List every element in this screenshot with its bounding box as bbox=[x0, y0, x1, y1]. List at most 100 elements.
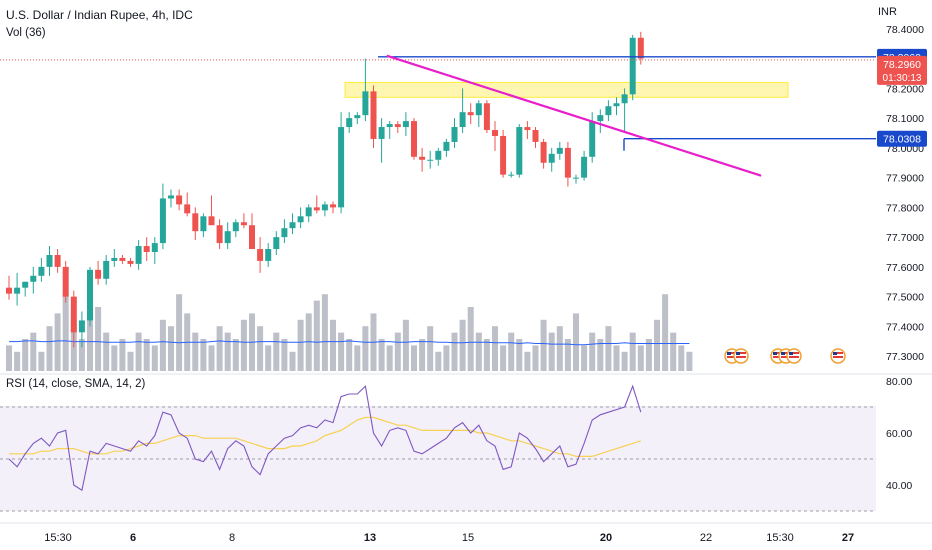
candle-body bbox=[532, 130, 539, 142]
time-tick-label: 8 bbox=[229, 532, 235, 544]
volume-bar bbox=[451, 332, 458, 371]
candle-body bbox=[516, 127, 523, 175]
candle-body bbox=[362, 91, 369, 116]
volume-bar bbox=[362, 326, 369, 371]
candle-body bbox=[564, 147, 571, 178]
rsi-tick-label: 40.00 bbox=[886, 480, 912, 492]
volume-bar bbox=[589, 332, 596, 371]
flag-stripe bbox=[781, 352, 791, 354]
volume-ma-polyline bbox=[9, 340, 690, 346]
price-tick-label: 77.5000 bbox=[886, 292, 924, 304]
candle-body bbox=[249, 225, 255, 250]
volume-bar bbox=[14, 351, 21, 371]
candle-body bbox=[492, 130, 498, 136]
chart-title[interactable]: U.S. Dollar / Indian Rupee, 4h, IDC bbox=[6, 8, 193, 22]
volume-bar bbox=[143, 339, 150, 371]
candle-body bbox=[467, 112, 474, 116]
candle-body bbox=[168, 195, 174, 199]
volume-bar bbox=[467, 307, 474, 371]
price-tick-label: 78.1000 bbox=[886, 113, 924, 125]
candle-body bbox=[38, 266, 45, 276]
candle-body bbox=[338, 127, 345, 208]
volume-bar bbox=[30, 332, 37, 371]
flag-stripe bbox=[833, 352, 843, 354]
economic-event-markers[interactable] bbox=[724, 348, 846, 364]
horizontal-levels[interactable] bbox=[0, 56, 876, 151]
volume-bar bbox=[597, 339, 604, 371]
volume-bar bbox=[508, 332, 515, 371]
volume-indicator-label[interactable]: Vol (36) bbox=[6, 27, 46, 39]
us-flag-icon bbox=[786, 348, 802, 364]
candle-body bbox=[297, 216, 304, 223]
candle-body bbox=[257, 249, 264, 261]
flag-canton bbox=[736, 352, 740, 355]
candle-body bbox=[370, 91, 377, 139]
candle-body bbox=[524, 127, 531, 131]
volume-bar bbox=[354, 345, 361, 371]
rsi-indicator-label[interactable]: RSI (14, close, SMA, 14, 2) bbox=[6, 378, 146, 390]
volume-bar bbox=[338, 332, 345, 371]
trendline[interactable] bbox=[386, 54, 762, 177]
volume-bar bbox=[22, 339, 29, 371]
price-tick-label: 78.4000 bbox=[886, 24, 924, 36]
countdown-badge-text: 01:30:13 bbox=[883, 73, 922, 84]
volume-bar bbox=[678, 345, 685, 371]
rsi-lines bbox=[0, 384, 876, 512]
last-price-badge-text: 78.2960 bbox=[883, 59, 921, 71]
candle-body bbox=[548, 153, 555, 163]
volume-bar bbox=[411, 345, 417, 371]
candle-body bbox=[30, 275, 37, 282]
candle-body bbox=[46, 254, 53, 267]
candle-body bbox=[589, 121, 596, 157]
flag-stripe bbox=[736, 352, 746, 354]
volume-bar bbox=[95, 307, 102, 371]
volume-bar bbox=[564, 339, 571, 371]
resistance-zone[interactable] bbox=[344, 81, 789, 98]
volume-bar bbox=[346, 339, 353, 371]
candle-body bbox=[613, 103, 620, 107]
rsi-tick-label: 80.00 bbox=[886, 376, 912, 388]
candle-body bbox=[6, 287, 12, 294]
candle-body bbox=[135, 246, 142, 264]
volume-bar bbox=[613, 345, 620, 371]
candle-body bbox=[70, 296, 77, 333]
volume-bar bbox=[192, 332, 199, 371]
candle-body bbox=[435, 150, 442, 160]
rsi-polyline bbox=[8, 384, 642, 492]
time-tick-label: 27 bbox=[842, 532, 854, 544]
volume-bar bbox=[629, 332, 636, 371]
candle-body bbox=[427, 159, 434, 161]
candle-body bbox=[508, 174, 515, 176]
volume-bar bbox=[103, 332, 110, 371]
volume-bar bbox=[289, 351, 296, 371]
price-tick-label: 77.6000 bbox=[886, 262, 924, 274]
volume-bar bbox=[394, 332, 401, 371]
flag-stripe bbox=[789, 352, 799, 354]
price-tick-label: 77.9000 bbox=[886, 173, 924, 185]
flag-canton bbox=[789, 352, 793, 355]
candlesticks bbox=[6, 31, 644, 348]
volume-bar bbox=[176, 294, 183, 371]
flag-canton bbox=[781, 352, 785, 355]
candle-body bbox=[22, 281, 29, 288]
candle-body bbox=[483, 103, 490, 131]
volume-bar bbox=[637, 345, 644, 371]
candle-body bbox=[402, 121, 409, 128]
volume-bar bbox=[435, 351, 442, 371]
volume-bar bbox=[459, 319, 466, 371]
candle-body bbox=[605, 106, 612, 116]
volume-bar bbox=[54, 313, 61, 371]
currency-label: INR bbox=[878, 6, 897, 18]
volume-bar bbox=[427, 326, 434, 371]
candle-body bbox=[111, 257, 118, 261]
candle-body bbox=[232, 222, 239, 232]
candle-body bbox=[411, 121, 417, 157]
volume-bar bbox=[621, 351, 628, 371]
candle-body bbox=[281, 228, 288, 238]
price-tick-label: 77.3000 bbox=[886, 351, 924, 363]
rsi-ma-polyline bbox=[9, 416, 641, 457]
candle-body bbox=[273, 237, 280, 250]
volume-bar bbox=[168, 326, 174, 371]
